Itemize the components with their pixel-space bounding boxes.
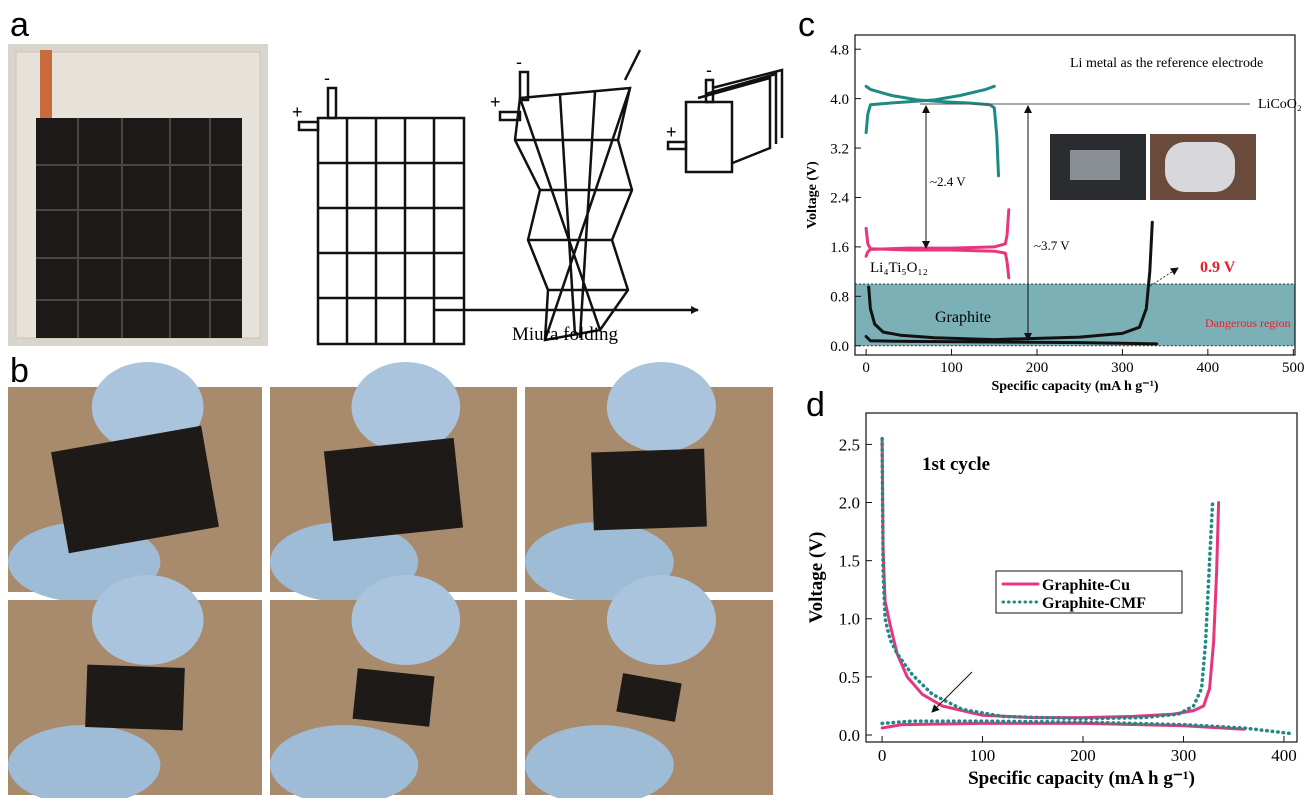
series-label: LiCoO₂ xyxy=(1258,97,1302,112)
legend-label: Graphite-CMF xyxy=(1042,595,1146,612)
y-tick-label: 0.0 xyxy=(839,726,860,745)
pouch-photo xyxy=(8,44,268,346)
tab xyxy=(328,88,336,118)
minus-sign: - xyxy=(516,52,522,72)
pointer xyxy=(932,672,972,712)
y-tick-label: 0.0 xyxy=(830,339,849,355)
y-tick-label: 3.2 xyxy=(830,141,849,157)
y-tick-label: 0.8 xyxy=(830,290,849,306)
annotation: 0.9 V xyxy=(1200,259,1236,276)
x-tick-label: 0 xyxy=(862,360,870,376)
tab xyxy=(706,80,713,102)
y-tick-label: 4.0 xyxy=(830,92,849,108)
photo-tab xyxy=(40,50,52,125)
annotation: ~3.7 V xyxy=(1034,238,1070,253)
series-line xyxy=(866,86,998,176)
y-tick-label: 1.5 xyxy=(839,552,860,571)
panel-label: c xyxy=(798,6,815,44)
legend-label: Graphite-Cu xyxy=(1042,577,1130,594)
x-tick-label: 300 xyxy=(1171,746,1197,765)
x-tick-label: 200 xyxy=(1026,360,1049,376)
annotation: ~2.4 V xyxy=(930,174,966,189)
panel-label: d xyxy=(806,386,825,424)
x-tick-label: 500 xyxy=(1282,360,1305,376)
photo-cell xyxy=(36,118,242,338)
pouch xyxy=(324,438,463,541)
x-tick-label: 300 xyxy=(1111,360,1134,376)
y-tick-label: 1.0 xyxy=(839,610,860,629)
x-tick-label: 100 xyxy=(970,746,996,765)
panel-label: b xyxy=(10,352,29,390)
pouch xyxy=(353,668,435,726)
figure: a b c d + - + - + - Miura folding 0 100 20… xyxy=(0,0,1311,798)
x-tick-label: 400 xyxy=(1271,746,1297,765)
x-axis-label: Specific capacity (mA h g⁻¹) xyxy=(991,379,1158,394)
tab xyxy=(520,72,528,100)
annotation: Li metal as the reference electrode xyxy=(1070,56,1263,71)
annotation: Dangerous region xyxy=(1205,316,1291,330)
inset-detail xyxy=(1070,150,1120,180)
y-tick-label: 2.4 xyxy=(830,191,849,207)
x-axis-label: Specific capacity (mA h g⁻¹) xyxy=(968,768,1195,789)
plus-sign: + xyxy=(666,122,677,142)
pouch xyxy=(85,665,185,731)
inset-detail xyxy=(1165,142,1235,192)
pointer xyxy=(1150,268,1178,286)
series-label: Graphite xyxy=(935,309,991,326)
caption: Miura folding xyxy=(512,324,619,345)
glove xyxy=(352,575,461,665)
folded-stack xyxy=(686,102,732,172)
y-tick-label: 0.5 xyxy=(839,668,860,687)
glove xyxy=(92,575,204,665)
x-tick-label: 400 xyxy=(1197,360,1220,376)
tab xyxy=(299,122,318,130)
pouch xyxy=(591,449,707,531)
series-label: Li₄Ti₅O₁₂ xyxy=(870,260,928,276)
minus-sign: - xyxy=(706,60,712,80)
panel-label: a xyxy=(10,6,29,44)
y-axis-label: Voltage (V) xyxy=(805,161,820,229)
miura-schematic xyxy=(299,50,782,344)
y-axis-label: Voltage (V) xyxy=(806,532,827,624)
x-tick-label: 200 xyxy=(1070,746,1096,765)
y-tick-label: 2.5 xyxy=(839,435,860,454)
annotation: 1st cycle xyxy=(922,454,990,475)
y-tick-label: 4.8 xyxy=(830,42,849,58)
folding-grid xyxy=(515,50,640,340)
x-tick-label: 0 xyxy=(878,746,887,765)
plus-sign: + xyxy=(490,92,501,112)
minus-sign: - xyxy=(324,68,330,88)
plus-sign: + xyxy=(292,102,303,122)
photo-grid xyxy=(8,362,773,798)
y-tick-label: 2.0 xyxy=(839,493,860,512)
glove xyxy=(352,362,461,452)
x-tick-label: 100 xyxy=(940,360,963,376)
y-tick-label: 1.6 xyxy=(830,240,849,256)
tab xyxy=(668,142,686,149)
glove xyxy=(607,362,716,452)
glove xyxy=(607,575,716,665)
